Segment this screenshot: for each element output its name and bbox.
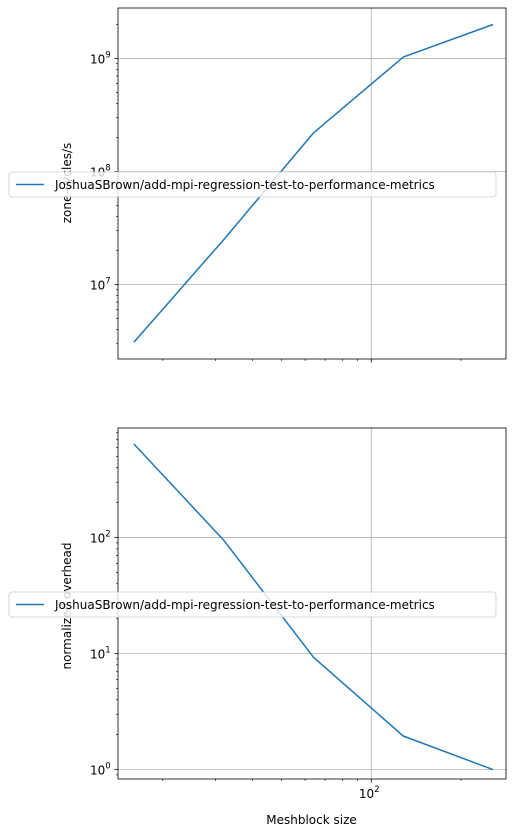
- y-tick-label: 109: [90, 51, 111, 67]
- y-tick-label-exponent: 9: [105, 51, 110, 61]
- x-tick-label: 102: [359, 785, 380, 801]
- chart-1: 107108109zone-cycles/sJoshuaSBrown/add-m…: [8, 7, 507, 363]
- legend: JoshuaSBrown/add-mpi-regression-test-to-…: [8, 171, 497, 198]
- legend-box: [8, 171, 497, 198]
- y-tick-label: 107: [90, 277, 111, 293]
- legend-box: [8, 591, 497, 618]
- x-tick-label-exponent: 2: [374, 785, 379, 795]
- x-axis-label: Meshblock size: [266, 813, 357, 827]
- y-tick-label-exponent: 7: [105, 277, 110, 287]
- legend-label: JoshuaSBrown/add-mpi-regression-test-to-…: [54, 598, 435, 612]
- y-tick-label: 100: [90, 762, 111, 778]
- y-tick-label: 101: [90, 646, 111, 662]
- legend-label: JoshuaSBrown/add-mpi-regression-test-to-…: [54, 178, 435, 192]
- legend: JoshuaSBrown/add-mpi-regression-test-to-…: [8, 591, 497, 618]
- chart-2: 102100101102normalized overheadMeshblock…: [8, 427, 507, 827]
- y-tick-label-exponent: 1: [105, 646, 110, 656]
- y-tick-label-exponent: 0: [105, 762, 110, 772]
- y-tick-label: 102: [90, 530, 111, 546]
- y-tick-label-exponent: 8: [105, 164, 110, 174]
- y-tick-label-exponent: 2: [105, 530, 110, 540]
- series-line: [133, 23, 494, 343]
- series-line: [133, 443, 494, 771]
